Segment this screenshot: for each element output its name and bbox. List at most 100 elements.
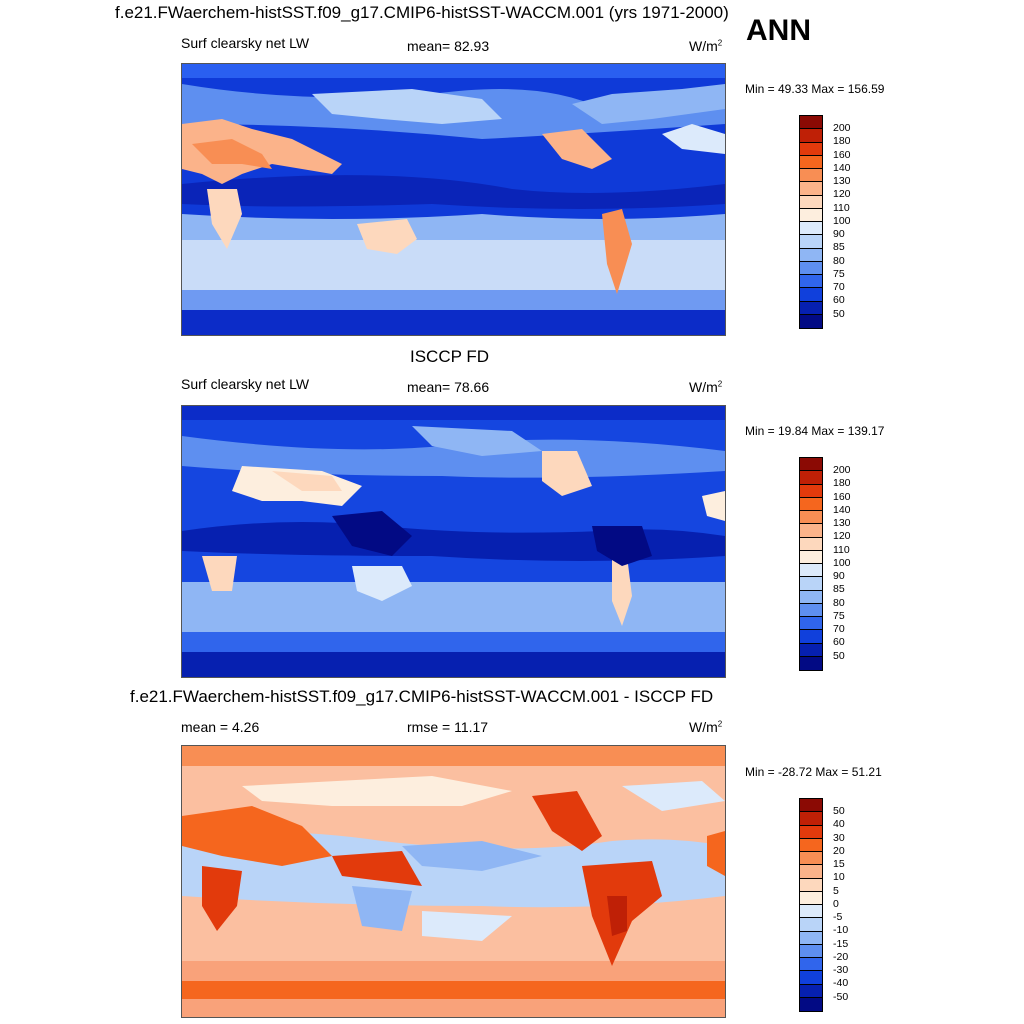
colorbar-swatch bbox=[800, 537, 822, 551]
colorbar-tick-label: 50 bbox=[833, 307, 845, 320]
colorbar-tick-label: 30 bbox=[833, 831, 845, 844]
colorbar-tick-label: 50 bbox=[833, 805, 845, 817]
colorbar-tick-label: 120 bbox=[833, 530, 851, 543]
colorbar-swatch bbox=[800, 590, 822, 604]
panel2-map bbox=[181, 405, 726, 678]
panel1-units: W/m2 bbox=[689, 38, 723, 54]
colorbar-swatch bbox=[800, 878, 822, 892]
colorbar-swatch bbox=[800, 997, 822, 1011]
colorbar-swatch bbox=[800, 484, 822, 498]
colorbar-tick-label: 10 bbox=[833, 871, 845, 884]
panel3-minmax: Min = -28.72 Max = 51.21 bbox=[745, 765, 882, 779]
colorbar-swatch bbox=[800, 617, 822, 631]
colorbar-tick-label: 130 bbox=[833, 175, 851, 187]
colorbar-tick-label: 70 bbox=[833, 623, 845, 635]
colorbar-tick-label: 85 bbox=[833, 241, 845, 254]
colorbar-swatch bbox=[800, 918, 822, 932]
colorbar-tick-label: 180 bbox=[833, 135, 851, 148]
panel1-colorbar bbox=[799, 115, 823, 329]
colorbar-swatch bbox=[800, 301, 822, 315]
panel3-title: f.e21.FWaerchem-histSST.f09_g17.CMIP6-hi… bbox=[130, 687, 714, 706]
colorbar-tick-label: 100 bbox=[833, 556, 851, 569]
colorbar-swatch bbox=[800, 195, 822, 209]
panel3-colorbar bbox=[799, 798, 823, 1012]
colorbar-swatch bbox=[800, 129, 822, 143]
panel1-map-svg bbox=[182, 64, 725, 335]
colorbar-swatch bbox=[800, 944, 822, 958]
colorbar-swatch bbox=[800, 314, 822, 328]
panel2-mean-label: mean= 78.66 bbox=[407, 379, 490, 395]
panel2-colorbar-labels: 200 180 160 140 130 120 110 100 90 85 80 75 70 60 50 bbox=[833, 464, 851, 663]
panel1-map bbox=[181, 63, 726, 336]
colorbar-tick-label: 50 bbox=[833, 649, 845, 662]
colorbar-tick-label: 15 bbox=[833, 858, 845, 870]
panel2-map-svg bbox=[182, 406, 725, 677]
colorbar-swatch bbox=[800, 275, 822, 289]
panel2-minmax: Min = 19.84 Max = 139.17 bbox=[745, 424, 885, 438]
colorbar-swatch bbox=[800, 577, 822, 591]
colorbar-tick-label: 0 bbox=[833, 897, 839, 910]
panel3-mean-label: mean = 4.26 bbox=[181, 719, 260, 735]
colorbar-swatch bbox=[800, 812, 822, 826]
panel2-units: W/m2 bbox=[689, 379, 723, 395]
colorbar-tick-label: 100 bbox=[833, 214, 851, 227]
colorbar-tick-label: 80 bbox=[833, 254, 845, 267]
colorbar-swatch bbox=[800, 116, 822, 130]
colorbar-tick-label: -40 bbox=[833, 977, 849, 990]
colorbar-swatch bbox=[800, 248, 822, 262]
colorbar-tick-label: 200 bbox=[833, 464, 851, 476]
panel1-colorbar-labels: 200 180 160 140 130 120 110 100 90 85 80 75 70 60 50 bbox=[833, 122, 851, 321]
colorbar-swatch bbox=[800, 630, 822, 644]
colorbar-tick-label: -10 bbox=[833, 924, 849, 937]
panel3-units: W/m2 bbox=[689, 719, 723, 735]
colorbar-tick-label: 70 bbox=[833, 281, 845, 293]
colorbar-tick-label: -20 bbox=[833, 950, 849, 963]
panel3-rmse-label: rmse = 11.17 bbox=[407, 719, 489, 735]
colorbar-tick-label: -50 bbox=[833, 990, 849, 1003]
colorbar-swatch bbox=[800, 497, 822, 511]
colorbar-tick-label: -30 bbox=[833, 964, 849, 976]
panel2-title: ISCCP FD bbox=[410, 347, 490, 366]
panel3-map bbox=[181, 745, 726, 1018]
colorbar-tick-label: 120 bbox=[833, 188, 851, 201]
panel3-map-svg bbox=[182, 746, 725, 1017]
colorbar-tick-label: 60 bbox=[833, 294, 845, 307]
colorbar-swatch bbox=[800, 564, 822, 578]
colorbar-tick-label: 20 bbox=[833, 844, 845, 857]
colorbar-tick-label: 140 bbox=[833, 161, 851, 174]
panel1-mean-label: mean= 82.93 bbox=[407, 38, 490, 54]
colorbar-tick-label: 75 bbox=[833, 267, 845, 280]
colorbar-swatch bbox=[800, 471, 822, 485]
colorbar-tick-label: 85 bbox=[833, 583, 845, 596]
colorbar-swatch bbox=[800, 656, 822, 670]
colorbar-swatch bbox=[800, 288, 822, 302]
colorbar-tick-label: 160 bbox=[833, 148, 851, 161]
colorbar-tick-label: -15 bbox=[833, 937, 849, 950]
colorbar-swatch bbox=[800, 825, 822, 839]
colorbar-tick-label: 80 bbox=[833, 596, 845, 609]
colorbar-swatch bbox=[800, 182, 822, 196]
colorbar-tick-label: 60 bbox=[833, 636, 845, 649]
colorbar-tick-label: 90 bbox=[833, 228, 845, 240]
colorbar-swatch bbox=[800, 155, 822, 169]
colorbar-swatch bbox=[800, 550, 822, 564]
colorbar-swatch bbox=[800, 208, 822, 222]
panel1-variable-label: Surf clearsky net LW bbox=[181, 35, 310, 51]
panel2-variable-label: Surf clearsky net LW bbox=[181, 376, 310, 392]
colorbar-swatch bbox=[800, 891, 822, 905]
colorbar-swatch bbox=[800, 865, 822, 879]
colorbar-tick-label: 90 bbox=[833, 570, 845, 582]
colorbar-swatch bbox=[800, 852, 822, 866]
panel1-title: f.e21.FWaerchem-histSST.f09_g17.CMIP6-hi… bbox=[115, 3, 729, 22]
panel1-minmax: Min = 49.33 Max = 156.59 bbox=[745, 82, 885, 96]
colorbar-swatch bbox=[800, 643, 822, 657]
colorbar-tick-label: 40 bbox=[833, 818, 845, 831]
colorbar-swatch bbox=[800, 524, 822, 538]
colorbar-swatch bbox=[800, 838, 822, 852]
colorbar-swatch bbox=[800, 511, 822, 525]
colorbar-swatch bbox=[800, 142, 822, 156]
colorbar-swatch bbox=[800, 169, 822, 183]
panel3-colorbar-labels: 50 40 30 20 15 10 5 0 -5 -10 -15 -20 -30 -40 -50 bbox=[833, 805, 848, 1004]
colorbar-swatch bbox=[800, 235, 822, 249]
colorbar-swatch bbox=[800, 799, 822, 813]
